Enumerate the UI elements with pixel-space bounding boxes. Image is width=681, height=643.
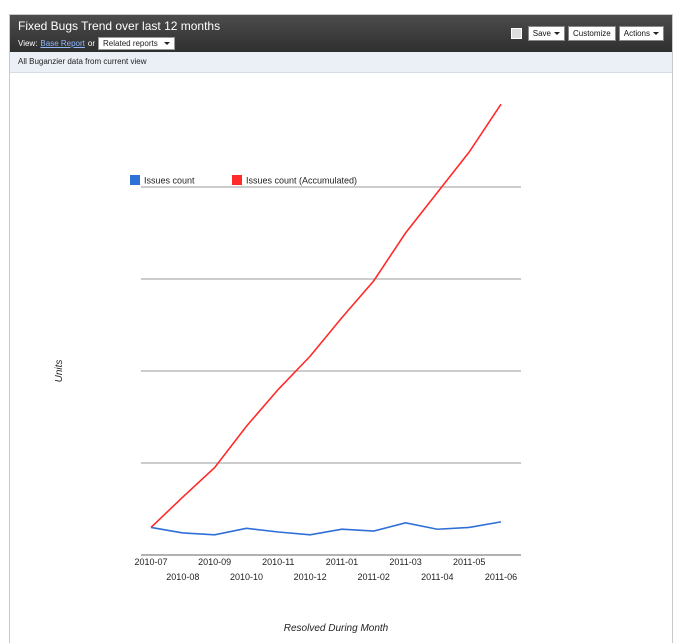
x-tick-label: 2010-12	[294, 572, 327, 582]
series-line-2	[150, 103, 502, 528]
customize-button-label: Customize	[572, 29, 611, 38]
legend-label-1: Issues count	[144, 176, 195, 186]
x-tick-label: 2010-11	[262, 557, 294, 567]
actions-button[interactable]: Actions	[618, 26, 664, 41]
legend-swatch-2	[232, 175, 242, 185]
legend-label-2: Issues count (Accumulated)	[246, 176, 357, 186]
report-panel: Fixed Bugs Trend over last 12 months Vie…	[9, 14, 673, 643]
chevron-down-icon	[553, 32, 560, 35]
x-tick-label: 2011-01	[326, 557, 358, 567]
or-text: or	[87, 39, 96, 48]
y-axis-label: Units	[54, 360, 65, 383]
legend-swatch-1	[130, 175, 140, 185]
series-line-1	[150, 521, 502, 536]
data-source-bar: All Buganzier data from current view	[10, 52, 672, 73]
data-source-text: All Buganzier data from current view	[18, 57, 147, 66]
x-tick-label: 2010-08	[166, 572, 199, 582]
x-tick-label: 2011-05	[453, 557, 485, 567]
x-tick-label: 2011-04	[421, 572, 453, 582]
save-button[interactable]: Save	[527, 26, 565, 41]
x-tick-label: 2011-03	[389, 557, 421, 567]
chevron-down-icon	[163, 42, 170, 45]
report-title: Fixed Bugs Trend over last 12 months	[18, 19, 221, 33]
chart-gridlines	[141, 186, 521, 556]
line-chart: Issues count Issues count (Accumulated) 2…	[54, 103, 521, 634]
chart-legend: Issues count Issues count (Accumulated)	[130, 175, 357, 186]
x-tick-label: 2011-02	[358, 572, 390, 582]
chevron-down-icon	[653, 32, 659, 35]
grid-icon[interactable]	[510, 28, 522, 39]
view-label: View:	[18, 39, 38, 48]
report-titlebar: Fixed Bugs Trend over last 12 months Vie…	[10, 15, 672, 52]
toolbar: Save Customize Actions	[510, 26, 664, 41]
actions-button-label: Actions	[623, 29, 650, 38]
chart-series	[150, 103, 502, 536]
view-row: View: Base Report or Related reports	[18, 37, 175, 50]
related-reports-dropdown[interactable]: Related reports	[98, 37, 175, 50]
customize-button[interactable]: Customize	[567, 26, 616, 41]
x-tick-label: 2010-10	[230, 572, 263, 582]
x-tick-label: 2010-07	[134, 557, 167, 567]
x-axis-label: Resolved During Month	[284, 623, 389, 634]
base-report-link[interactable]: Base Report	[40, 39, 85, 48]
save-button-label: Save	[532, 29, 551, 38]
x-axis-tick-labels: 2010-07 2010-08 2010-09 2010-10 2010-112010-…	[134, 557, 517, 582]
x-tick-label: 2010-09	[198, 557, 231, 567]
related-reports-label: Related reports	[103, 39, 158, 48]
x-tick-label: 2011-06	[485, 572, 517, 582]
